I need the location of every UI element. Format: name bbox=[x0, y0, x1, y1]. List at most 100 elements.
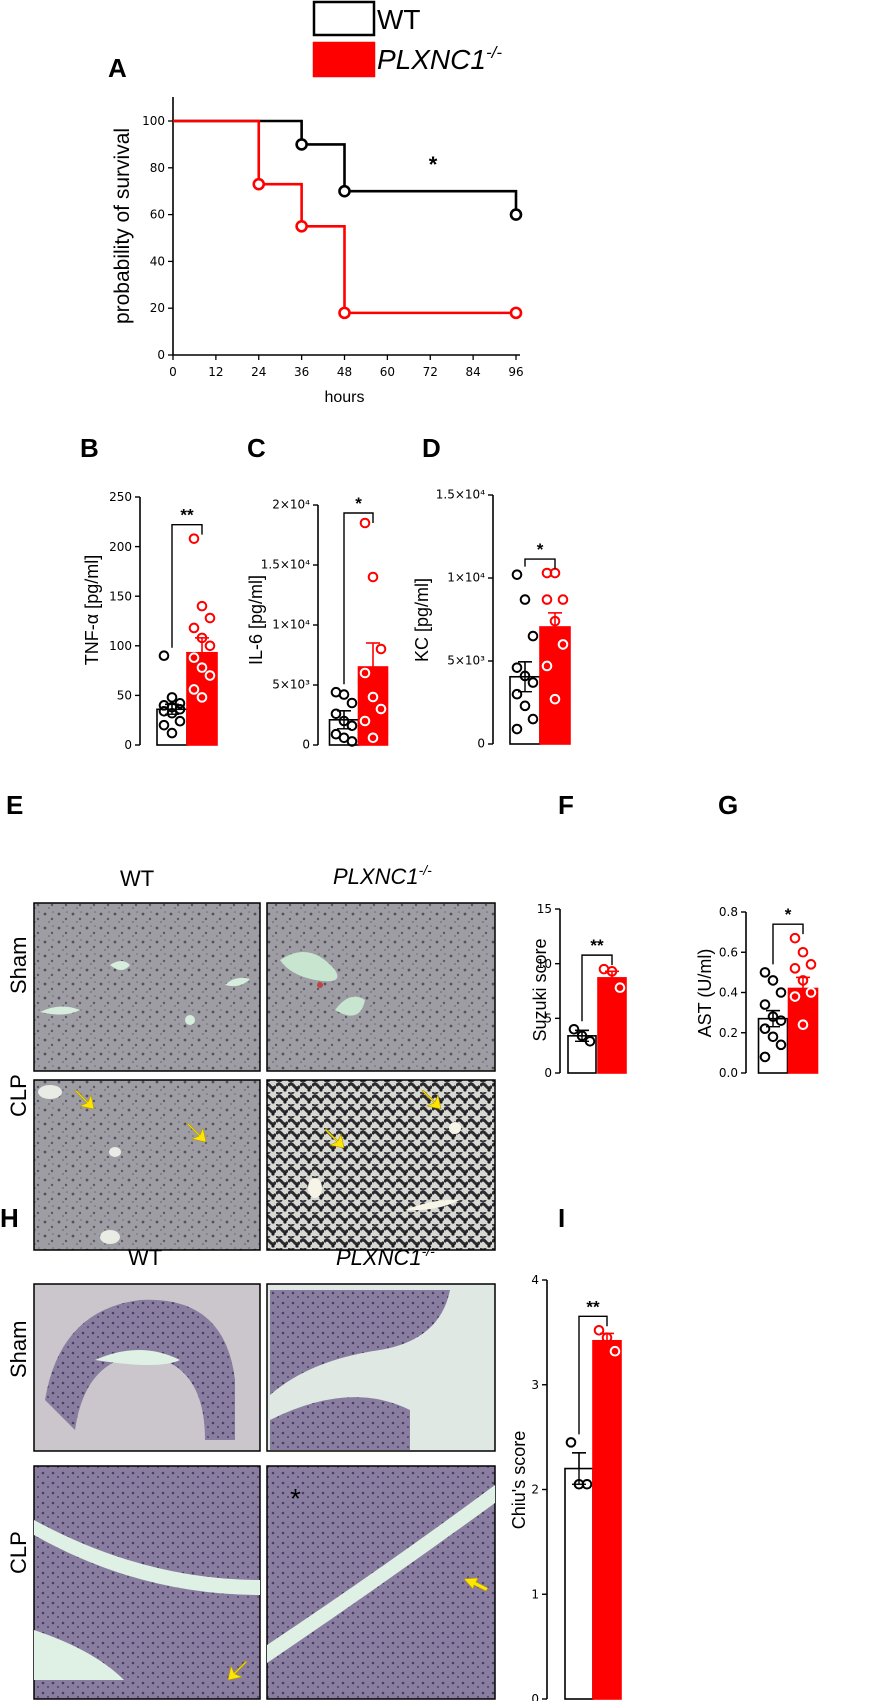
data-point bbox=[375, 643, 387, 655]
y-tick-label: 15 bbox=[537, 902, 552, 916]
data-point bbox=[196, 600, 208, 612]
y-axis-label: probability of survival bbox=[111, 128, 134, 324]
significance-bracket bbox=[524, 558, 556, 570]
data-point bbox=[593, 1324, 605, 1336]
series-line-wt bbox=[173, 119, 518, 215]
data-point bbox=[359, 517, 371, 529]
liver-image-wt-sham bbox=[33, 902, 261, 1072]
data-point bbox=[759, 999, 771, 1010]
colon-row-title-sham: Sham bbox=[6, 1321, 31, 1378]
y-tick-label: 50 bbox=[117, 689, 132, 703]
tnf-alpha-chart: 0 50 100 150 200 250 TNF-α [pg/ml] ** bbox=[82, 490, 218, 752]
data-point bbox=[359, 667, 371, 679]
y-tick-label: 200 bbox=[109, 540, 132, 554]
data-point bbox=[204, 640, 216, 652]
x-tick-label: 96 bbox=[508, 365, 523, 379]
data-point bbox=[614, 982, 626, 994]
x-tick-label: 72 bbox=[423, 365, 438, 379]
significance-marker: ** bbox=[180, 506, 194, 525]
y-tick-label: 0 bbox=[544, 1066, 552, 1080]
significance-marker: ** bbox=[586, 1297, 600, 1316]
data-point bbox=[174, 715, 186, 727]
data-point bbox=[158, 719, 170, 731]
censor-marker bbox=[295, 138, 308, 151]
bar-ko bbox=[592, 1339, 622, 1700]
data-point bbox=[330, 708, 342, 720]
data-point bbox=[609, 1345, 621, 1357]
colon-image-wt-clp bbox=[33, 1465, 261, 1700]
data-point bbox=[158, 650, 170, 662]
y-tick-label: 5 bbox=[544, 1012, 552, 1026]
censor-marker bbox=[295, 220, 308, 233]
data-point bbox=[367, 732, 379, 744]
data-point bbox=[519, 594, 531, 605]
data-point bbox=[511, 688, 523, 700]
data-point bbox=[789, 932, 801, 944]
data-point bbox=[797, 946, 809, 958]
y-axis-label: Suzuki score bbox=[530, 938, 550, 1041]
injury-arrow-icon bbox=[74, 1089, 442, 1149]
y-axis-label: Chiu's score bbox=[509, 1431, 529, 1529]
y-tick-label: 0 bbox=[157, 348, 165, 362]
x-axis-label: hours bbox=[324, 389, 364, 406]
significance-marker: * bbox=[785, 905, 792, 924]
legend-swatch-wt bbox=[312, 0, 376, 37]
panel-label-d: D bbox=[422, 433, 441, 463]
bar-wt bbox=[757, 1017, 789, 1074]
data-point bbox=[346, 697, 358, 709]
data-point bbox=[759, 1023, 771, 1035]
liver-image-wt-clp bbox=[33, 1079, 261, 1251]
y-tick-label: 3 bbox=[531, 1378, 539, 1392]
data-point bbox=[775, 1039, 787, 1051]
bar-ko bbox=[357, 666, 389, 746]
panel-label-i: I bbox=[558, 1203, 565, 1233]
data-point bbox=[557, 639, 569, 650]
injury-arrow-icon bbox=[227, 1577, 489, 1681]
y-tick-label: 0.4 bbox=[719, 986, 738, 1000]
data-point bbox=[527, 677, 539, 688]
bar-ko bbox=[539, 626, 571, 745]
panel-label-g: G bbox=[718, 790, 738, 820]
data-point bbox=[188, 652, 200, 664]
kc-chart: 0 5×10³ 1×10⁴ 1.5×10⁴ KC [pg/ml] * bbox=[412, 488, 571, 751]
data-point bbox=[196, 632, 208, 644]
data-point bbox=[174, 698, 186, 709]
survival-chart: 0 20 40 60 80 100 0 12 24 36 48 60 72 84 96 hours probab… bbox=[111, 97, 524, 406]
data-point bbox=[188, 622, 200, 634]
y-tick-label: 1×10⁴ bbox=[272, 618, 310, 632]
y-tick-label: 250 bbox=[109, 490, 132, 504]
data-point bbox=[527, 713, 539, 725]
legend-label-wt: WT bbox=[377, 4, 421, 35]
data-point bbox=[359, 715, 371, 727]
liver-image-ko-clp bbox=[266, 1079, 496, 1251]
data-point bbox=[759, 967, 771, 978]
censor-marker bbox=[338, 306, 351, 320]
liver-row-title-sham: Sham bbox=[6, 937, 31, 994]
significance-bracket bbox=[171, 523, 203, 648]
legend-swatch-ko bbox=[312, 41, 376, 78]
y-tick-label: 0.6 bbox=[719, 945, 738, 959]
data-point bbox=[581, 1478, 593, 1490]
y-tick-label: 2×10⁴ bbox=[272, 498, 310, 512]
x-tick-label: 12 bbox=[208, 365, 223, 379]
bar-ko bbox=[186, 651, 218, 746]
data-point bbox=[797, 1019, 809, 1030]
data-point bbox=[166, 692, 178, 703]
legend-label-ko: PLXNC1-/- bbox=[377, 43, 502, 75]
censor-marker bbox=[509, 306, 523, 320]
data-point bbox=[584, 1035, 596, 1047]
legend: WT PLXNC1-/- bbox=[312, 0, 502, 78]
significance-bracket bbox=[343, 512, 374, 685]
data-point bbox=[805, 987, 817, 998]
data-point bbox=[367, 571, 379, 583]
data-point bbox=[519, 670, 531, 682]
y-tick-label: 5×10³ bbox=[272, 678, 310, 692]
y-tick-label: 60 bbox=[150, 208, 165, 222]
significance-marker: * bbox=[429, 152, 438, 177]
colon-image-ko-sham bbox=[266, 1283, 496, 1452]
y-tick-label: 0.8 bbox=[719, 905, 738, 919]
y-tick-label: 0 bbox=[302, 738, 310, 752]
y-tick-label: 2 bbox=[531, 1483, 539, 1497]
data-point bbox=[541, 594, 553, 605]
x-tick-label: 60 bbox=[380, 365, 395, 379]
